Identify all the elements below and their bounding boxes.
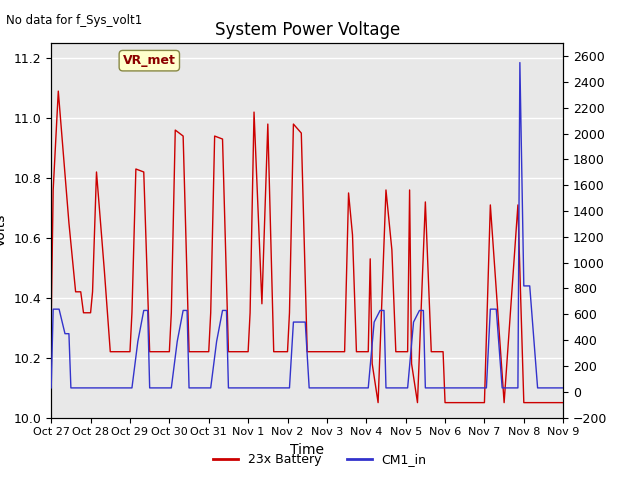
- Text: No data for f_Sys_volt1: No data for f_Sys_volt1: [6, 14, 143, 27]
- CM1_in: [126, 385, 134, 391]
- CM1_in: [516, 60, 524, 65]
- 23x Battery: [396, 349, 404, 355]
- Text: VR_met: VR_met: [123, 54, 176, 67]
- 23x Battery: [559, 400, 567, 406]
- 23x Battery: [195, 349, 203, 355]
- CM1_in: [559, 385, 567, 391]
- 23x Battery: [54, 88, 62, 94]
- CM1_in: [87, 385, 95, 391]
- X-axis label: Time: Time: [290, 443, 324, 457]
- CM1_in: [305, 385, 313, 391]
- 23x Battery: [445, 400, 453, 406]
- 23x Battery: [374, 400, 382, 406]
- 23x Battery: [47, 319, 55, 324]
- 23x Battery: [366, 256, 374, 262]
- CM1_in: [150, 385, 157, 391]
- Line: 23x Battery: 23x Battery: [51, 91, 563, 403]
- CM1_in: [225, 385, 232, 391]
- 23x Battery: [486, 202, 494, 208]
- Legend: 23x Battery, CM1_in: 23x Battery, CM1_in: [208, 448, 432, 471]
- Line: CM1_in: CM1_in: [51, 62, 563, 388]
- Y-axis label: Volts: Volts: [0, 214, 8, 247]
- CM1_in: [520, 283, 527, 289]
- CM1_in: [47, 385, 55, 391]
- Title: System Power Voltage: System Power Voltage: [214, 21, 400, 39]
- 23x Battery: [408, 361, 415, 367]
